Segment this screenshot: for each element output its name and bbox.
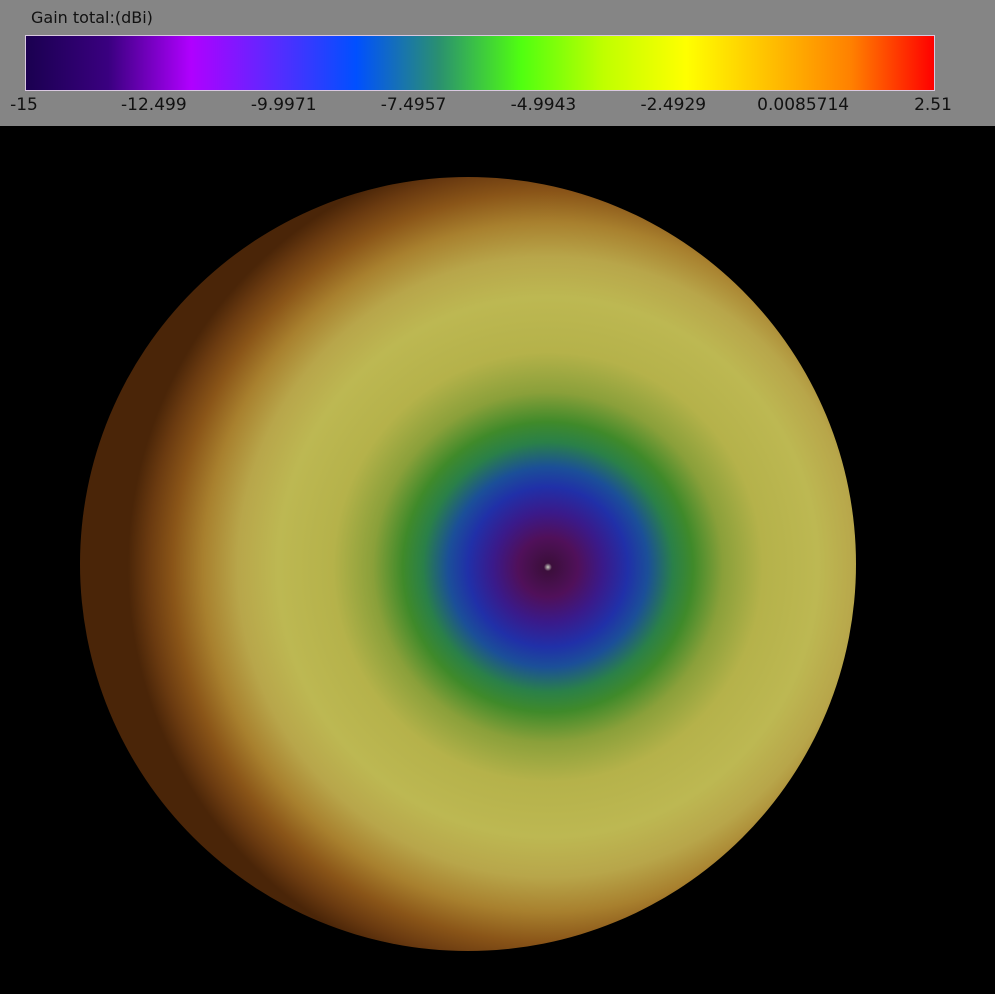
colorbar-title: Gain total:(dBi) — [31, 8, 153, 27]
colorbar-panel: Gain total:(dBi) -15 -12.499 -9.9971 -7.495… — [0, 0, 995, 126]
colorbar-tick-label: -15 — [10, 95, 38, 115]
colorbar-tick-label: -9.9971 — [250, 95, 317, 115]
colorbar-tick-label: -7.4957 — [380, 95, 447, 115]
sphere-shading — [80, 177, 856, 951]
colorbar-tick-label: -4.9943 — [510, 95, 577, 115]
colorbar-tick-label: -2.4929 — [640, 95, 707, 115]
colorbar-tick-label: 0.0085714 — [757, 95, 850, 115]
colorbar-tick-label: -12.499 — [121, 95, 187, 115]
radiation-pattern-sphere[interactable] — [80, 177, 856, 951]
colorbar-tick-label: 2.51 — [914, 95, 952, 115]
colorbar — [25, 35, 935, 91]
